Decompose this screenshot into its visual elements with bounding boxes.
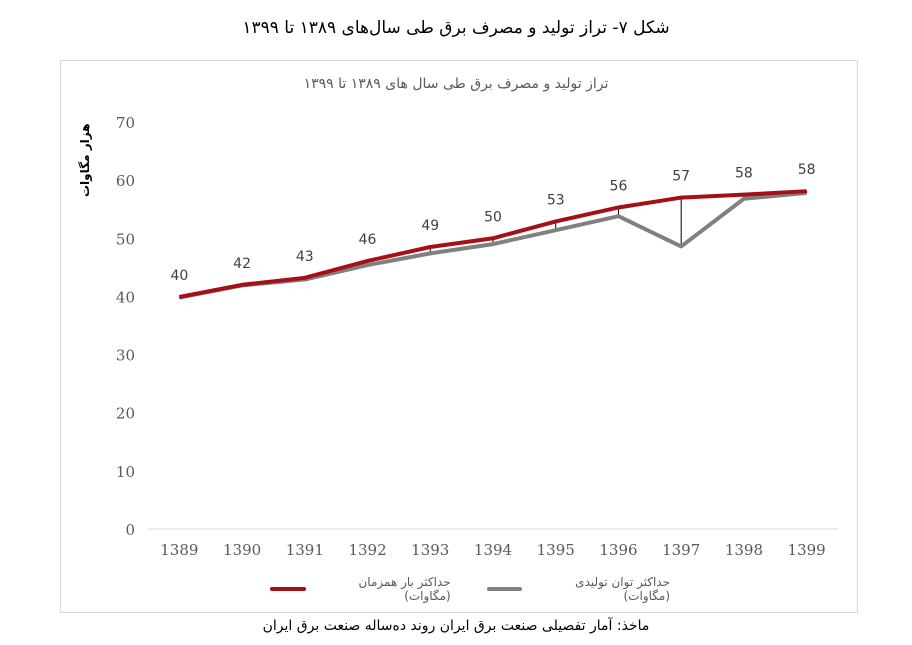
data-label: 50	[484, 209, 502, 225]
y-tick-label: 70	[116, 114, 135, 132]
figure-caption: شکل ۷- تراز تولید و مصرف برق طی سال‌های …	[242, 18, 670, 38]
x-tick-label: 1393	[411, 541, 449, 559]
x-tick-label: 1389	[160, 541, 198, 559]
data-label: 53	[547, 192, 565, 208]
y-tick-label: 40	[116, 288, 135, 306]
x-tick-label: 1394	[474, 541, 512, 559]
x-tick-label: 1396	[599, 541, 637, 559]
data-label: 57	[672, 169, 690, 185]
data-label: 58	[798, 162, 816, 178]
figure-source: ماخذ: آمار تفصیلی صنعت برق ایران روند ده…	[262, 618, 650, 634]
series-line-peak-load	[178, 189, 807, 299]
legend-item-peak-load: حداکثر بار همزمان (مگاوات)	[270, 575, 451, 603]
y-tick-label: 10	[116, 463, 135, 481]
y-tick-label: 50	[116, 230, 135, 248]
legend-label-generation-capacity: حداکثر توان تولیدی (مگاوات)	[575, 575, 670, 603]
data-label: 49	[421, 218, 439, 234]
legend-label-peak-load: حداکثر بار همزمان (مگاوات)	[358, 575, 451, 603]
x-tick-label: 1398	[725, 541, 763, 559]
x-tick-label: 1392	[348, 541, 386, 559]
x-tick-label: 1390	[223, 541, 261, 559]
legend-item-generation-capacity: حداکثر توان تولیدی (مگاوات)	[486, 575, 670, 603]
data-label: 42	[233, 256, 251, 272]
x-tick-label: 1391	[286, 541, 324, 559]
data-label: 56	[610, 178, 628, 194]
y-tick-label: 60	[116, 172, 135, 190]
data-label: 43	[296, 249, 314, 265]
chart-area	[60, 60, 858, 613]
legend-swatch-gray-icon	[486, 587, 523, 591]
x-tick-label: 1397	[662, 541, 700, 559]
legend-swatch-red-icon	[270, 587, 306, 591]
data-label: 40	[170, 268, 188, 284]
y-tick-label: 20	[116, 405, 135, 423]
y-tick-label: 0	[125, 521, 135, 539]
x-tick-label: 1395	[537, 541, 575, 559]
x-tick-label: 1399	[788, 541, 826, 559]
data-label: 58	[735, 166, 753, 182]
y-tick-label: 30	[116, 347, 135, 365]
legend: حداکثر بار همزمان (مگاوات) حداکثر توان ت…	[270, 575, 670, 603]
data-label: 46	[359, 232, 377, 248]
chart-title: تراز تولید و مصرف برق طی سال های ۱۳۸۹ تا…	[303, 76, 609, 92]
